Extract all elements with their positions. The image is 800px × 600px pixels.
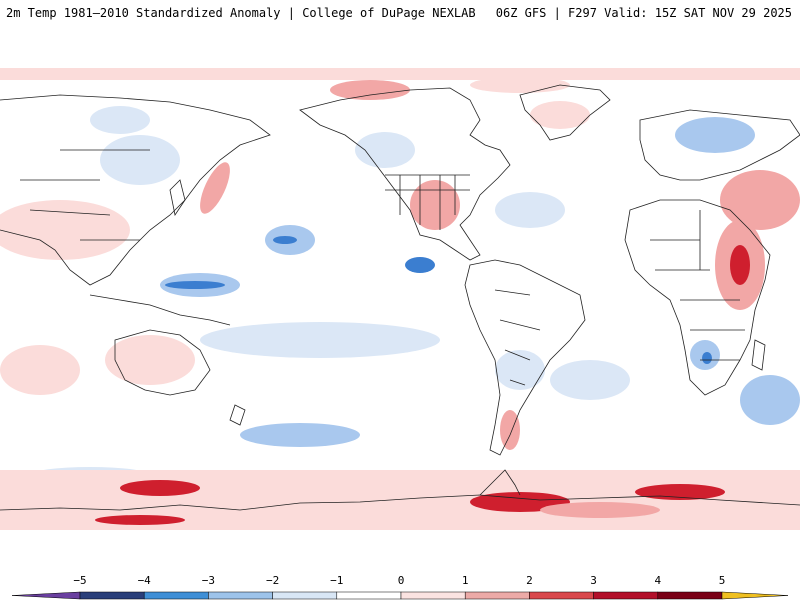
pacific-warm-streak xyxy=(200,162,230,214)
south-africa-cold-core xyxy=(702,352,712,364)
indian-ocean-warm xyxy=(0,345,80,395)
antarctic-warm-1 xyxy=(120,480,200,496)
colorbar-segment xyxy=(657,591,723,600)
south-atlantic-cold xyxy=(550,360,630,400)
us-grid xyxy=(385,174,470,230)
continent-outlines xyxy=(0,84,800,511)
colorbar-tick-label: −5 xyxy=(73,574,86,587)
east-africa-warm-core xyxy=(730,245,750,285)
south-america-borders xyxy=(494,289,541,386)
atlantic-cold xyxy=(495,192,565,228)
africa-outline xyxy=(624,199,771,396)
arctic-warm-patch xyxy=(330,80,410,100)
asia-east-warm xyxy=(720,170,800,230)
colorbar-tick-label: 0 xyxy=(398,574,405,587)
colorbar-tick-label: 2 xyxy=(526,574,533,587)
antarctic-warm-2 xyxy=(95,515,185,525)
colorbar-max-arrow xyxy=(721,591,789,600)
colorbar-segment xyxy=(464,591,530,600)
south-america-warm xyxy=(500,410,520,450)
colorbar-tick-label: −1 xyxy=(330,574,343,587)
asia-cold-area xyxy=(100,135,180,185)
model-valid-time: 06Z GFS | F297 Valid: 15Z SAT NOV 29 202… xyxy=(495,6,792,20)
colorbar-segment xyxy=(593,591,659,600)
colorbar-segment xyxy=(208,591,273,600)
pacific-cold-core-2 xyxy=(273,236,297,244)
map-title: 2m Temp 1981–2010 Standardized Anomaly |… xyxy=(6,6,476,20)
colorbar-segments xyxy=(11,591,789,600)
arctic-warm-patch-2 xyxy=(470,77,570,93)
antarctica-outline xyxy=(0,494,800,511)
colorbar-segment xyxy=(336,591,402,600)
australia-outline xyxy=(114,329,211,396)
southern-ocean-cold xyxy=(240,423,360,447)
siberia-cold-area xyxy=(90,106,150,134)
colorbar-min-arrow xyxy=(11,591,81,600)
europe-cold xyxy=(675,117,755,153)
north-america-outline xyxy=(299,87,511,261)
indian-ocean-cold xyxy=(740,375,800,425)
greenland-warm xyxy=(530,101,590,129)
antarctic-peninsula xyxy=(479,469,521,496)
madagascar-outline xyxy=(751,339,766,371)
north-america-warm xyxy=(410,180,460,230)
anomaly-shading xyxy=(0,68,800,530)
anomaly-map xyxy=(0,68,800,530)
colorbar-segment xyxy=(272,591,338,600)
colorbar-segment xyxy=(143,591,209,600)
south-america-cold xyxy=(495,350,545,390)
colorbar-tick-labels: −5 −4 −3 −2 −1 0 1 2 3 4 5 xyxy=(73,574,725,587)
europe-outline xyxy=(639,109,800,181)
colorbar-segment xyxy=(79,591,145,600)
antarctic-warm-5 xyxy=(540,502,660,518)
color-scale-bar: −5 −4 −3 −2 −1 0 1 2 3 4 5 xyxy=(11,574,789,600)
north-america-cold xyxy=(355,132,415,168)
new-zealand-outline xyxy=(229,404,246,426)
south-america-outline xyxy=(464,259,586,456)
greenland-outline xyxy=(519,84,611,141)
colorbar-tick-label: −2 xyxy=(266,574,279,587)
colorbar-tick-label: 1 xyxy=(462,574,469,587)
colorbar-tick-label: 5 xyxy=(719,574,726,587)
africa-borders xyxy=(650,210,745,361)
pacific-cold-area-3 xyxy=(405,257,435,273)
colorbar-tick-label: 3 xyxy=(590,574,597,587)
japan-outline xyxy=(169,179,186,217)
pacific-cold-core-1 xyxy=(165,281,225,289)
colorbar-tick-label: 4 xyxy=(654,574,661,587)
pacific-cold-area-4 xyxy=(200,322,440,358)
colorbar-segment xyxy=(529,591,594,600)
colorbar-tick-label: −3 xyxy=(202,574,215,587)
australia-warm xyxy=(105,335,195,385)
colorbar-segment xyxy=(400,591,466,600)
arctic-warm-band xyxy=(0,68,800,80)
colorbar-tick-label: −4 xyxy=(138,574,152,587)
indonesia-outline xyxy=(89,294,231,326)
asia-borders xyxy=(20,149,150,241)
asia-warm-area xyxy=(0,200,130,260)
